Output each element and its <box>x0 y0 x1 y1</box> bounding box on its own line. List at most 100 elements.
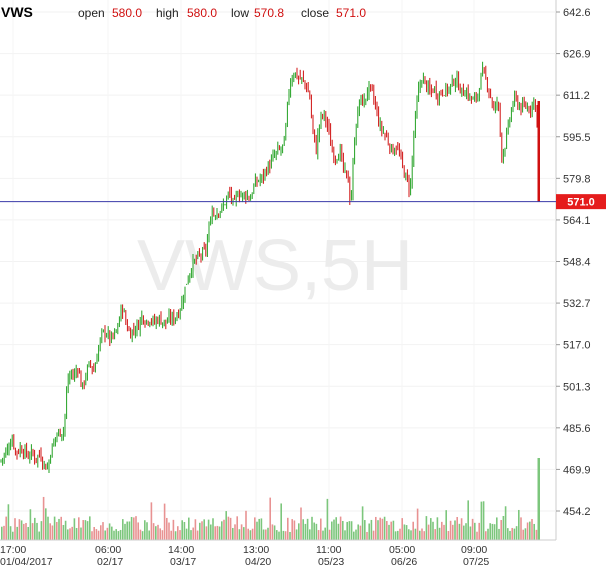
volume-bar <box>27 526 29 540</box>
volume-bar <box>427 524 430 540</box>
volume-bar <box>403 524 406 540</box>
volume-bar <box>251 528 254 540</box>
volume-bar <box>377 520 379 540</box>
volume-bar <box>326 498 329 540</box>
y-axis: 642.6 626.9 611.2 595.5 579.8 564.1 548.4 532.7… <box>556 7 591 518</box>
volume-bar <box>60 516 62 540</box>
volume-bar <box>214 526 216 540</box>
x-tick-date: 02/17 <box>97 556 123 568</box>
volume-bar <box>236 516 238 540</box>
volume-bar <box>271 524 274 540</box>
volume-bar <box>438 527 441 540</box>
volume-bar <box>150 502 153 540</box>
volume-bar <box>386 521 388 540</box>
volume-bar <box>282 530 285 540</box>
candlesticks <box>0 61 540 473</box>
volume-bar <box>474 522 476 540</box>
volume-bar <box>443 524 445 540</box>
volume-bar <box>64 520 67 540</box>
volume-bar <box>249 530 252 540</box>
volume-bar <box>315 523 318 540</box>
volume-bar <box>394 531 397 540</box>
volume-bar <box>166 517 168 540</box>
volume-bar <box>29 509 32 540</box>
volume-bar <box>397 530 399 540</box>
volume-bar <box>115 529 117 540</box>
volume-bar <box>331 521 333 540</box>
volume-bar <box>86 521 89 540</box>
x-tick-time: 14:00 <box>168 544 194 556</box>
volume-bar <box>207 519 210 540</box>
volume-bar <box>104 530 106 540</box>
x-tick-date: 01/04/2017 <box>0 556 53 568</box>
volume-bar <box>146 522 148 540</box>
volume-bar <box>463 525 465 540</box>
volume-bar <box>471 518 474 540</box>
volume-bar <box>227 516 230 540</box>
volume-bar <box>432 521 434 540</box>
volume-bar <box>390 521 392 540</box>
volume-bar <box>23 523 25 540</box>
volume-bar <box>498 528 500 540</box>
volume-bar <box>293 520 296 540</box>
volume-bar <box>113 530 115 540</box>
x-tick-date: 03/17 <box>170 556 196 568</box>
volume-bar <box>434 529 436 540</box>
volume-bar <box>410 530 412 540</box>
close-value: 571.0 <box>336 6 367 20</box>
volume-bar <box>375 516 377 540</box>
volume-bar <box>82 520 84 540</box>
volume-bar <box>467 500 469 540</box>
volume-bar <box>254 517 256 540</box>
volume-bar <box>183 521 186 540</box>
volume-bar <box>460 518 463 540</box>
volume-bar <box>139 529 142 540</box>
volume-bar <box>75 528 78 540</box>
y-tick-label: 501.3 <box>563 381 591 393</box>
volume-bar <box>533 523 535 540</box>
volume-bar <box>313 522 315 540</box>
volume-bar <box>350 521 353 540</box>
volume-bar <box>364 520 366 540</box>
volume-bar <box>504 506 507 540</box>
y-tick-label: 579.8 <box>563 173 591 185</box>
volume-bar <box>441 521 443 540</box>
volume-bar <box>465 523 467 540</box>
close-label: close <box>301 6 330 20</box>
volume-bar <box>31 523 34 540</box>
volume-bar <box>372 530 375 540</box>
volume-bar <box>370 519 373 540</box>
volume-bar <box>56 521 58 540</box>
volume-bar <box>485 531 487 540</box>
volume-bar <box>458 523 461 540</box>
volume-bar <box>273 525 276 540</box>
volume-bar <box>339 516 342 540</box>
x-tick-time: 13:00 <box>243 544 269 556</box>
volume-bar <box>300 507 302 540</box>
volume-bar <box>67 529 69 540</box>
volume-bar <box>174 531 177 540</box>
volume-bar <box>20 520 23 540</box>
last-candle <box>537 100 540 202</box>
volume-bar <box>513 528 516 540</box>
volume-bar <box>487 528 489 540</box>
volume-bar <box>502 516 505 540</box>
volume-bar <box>260 518 263 540</box>
volume-bar <box>445 510 447 540</box>
volume-bar <box>518 509 520 540</box>
volume-bar <box>91 531 93 540</box>
y-tick-label: 485.6 <box>563 423 591 435</box>
volume-bar <box>179 530 181 540</box>
volume-bar <box>361 506 364 540</box>
volume-bar <box>524 528 527 540</box>
volume-bar <box>126 521 128 540</box>
volume-bar <box>216 525 219 540</box>
volume-bar <box>408 529 410 540</box>
volume-bar <box>496 517 498 540</box>
symbol: VWS <box>1 4 33 20</box>
volume-bar <box>520 517 522 540</box>
volume-bar <box>89 516 91 540</box>
low-value: 570.8 <box>254 6 285 20</box>
